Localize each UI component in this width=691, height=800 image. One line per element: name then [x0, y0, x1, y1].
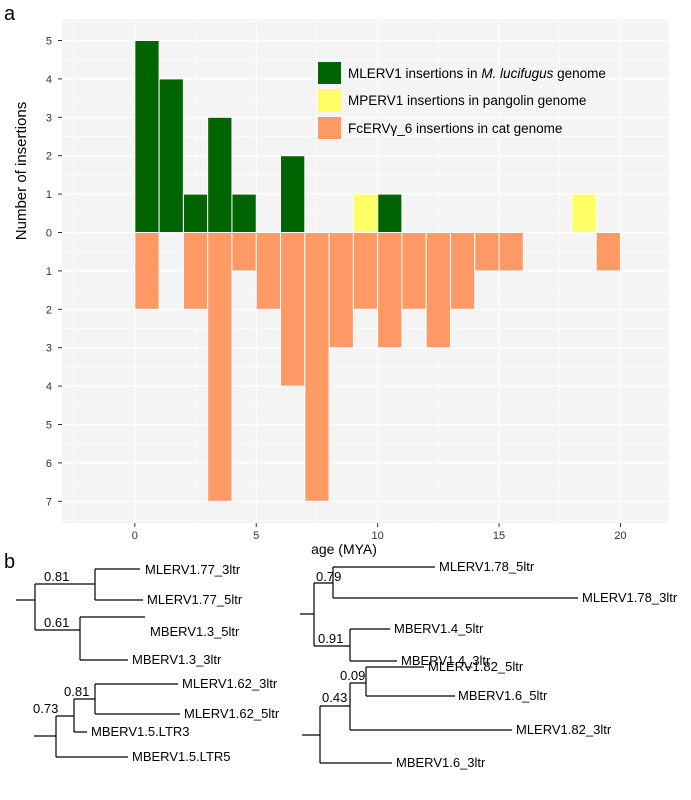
y-tick-label: 1 [46, 266, 52, 278]
tree-2-leaf-2: MLERV1.78_3ltr [582, 590, 678, 605]
y-tick-label: 0 [46, 228, 52, 240]
tree-1-leaf-4: MBERV1.3_3ltr [132, 652, 222, 667]
tree-4-leaf-3: MLERV1.82_3ltr [516, 722, 612, 737]
legend-key-fcerv [318, 117, 341, 139]
tree-2-support-2: 0.91 [318, 631, 343, 646]
tree-1-leaf-1: MLERV1.77_3ltr [145, 562, 241, 577]
tree-1 [16, 568, 145, 661]
y-tick-label: 3 [46, 112, 52, 124]
bar-fcerv [595, 232, 621, 272]
tree-3-leaf-3: MBERV1.5.LTR3 [91, 724, 190, 739]
y-tick-label: 1 [46, 189, 52, 201]
panel-label-a: a [4, 3, 16, 25]
x-axis-label: age (MYA) [311, 541, 377, 557]
panel-label-b: b [4, 551, 15, 573]
tree-4-support-1: 0.09 [340, 668, 365, 683]
y-tick-label: 5 [46, 420, 52, 432]
y-tick-label: 4 [46, 381, 52, 393]
tree-3-leaf-4: MBERV1.5.LTR5 [132, 749, 231, 764]
tree-2-leaf-4: MBERV1.4_3ltr [401, 653, 491, 668]
bar-mlerv1 [231, 193, 257, 234]
tree-2-support-1: 0.79 [316, 569, 341, 584]
legend-key-mperv1 [318, 89, 341, 111]
tree-3-leaf-2: MLERV1.62_5ltr [184, 706, 280, 721]
y-tick-label: 3 [46, 343, 52, 355]
tree-3 [34, 683, 180, 758]
bar-mlerv1 [377, 193, 403, 234]
y-axis-label: Number of insertions [13, 102, 30, 240]
x-tick-label: 5 [253, 530, 259, 542]
bar-fcerv [207, 232, 233, 502]
tree-4-branches [302, 666, 512, 764]
bars [134, 40, 621, 502]
tree-3-leaf-1: MLERV1.62_3ltr [182, 676, 278, 691]
legend-label-fcerv: FcERVγ_6 insertions in cat genome [348, 121, 562, 136]
tree-1-leaf-2: MLERV1.77_5ltr [147, 592, 243, 607]
bar-fcerv [134, 232, 160, 310]
x-tick-label: 15 [493, 530, 505, 542]
x-tick-label: 10 [372, 530, 384, 542]
bar-fcerv [328, 232, 354, 349]
bar-mperv1 [352, 193, 379, 234]
bar-fcerv [304, 232, 330, 502]
y-tick-label: 5 [46, 36, 52, 48]
x-axis-ticks: 0 5 10 15 20 [132, 523, 627, 542]
x-tick-label: 0 [132, 530, 138, 542]
tree-1-leaf-3: MBERV1.3_5ltr [150, 624, 240, 639]
tree-4-leaf-1: MLERV1.82_5ltr [428, 659, 524, 674]
legend-label-mperv1: MPERV1 insertions in pangolin genome [348, 93, 586, 108]
tree-4 [302, 666, 512, 764]
bar-fcerv [449, 232, 476, 310]
bar-fcerv [425, 232, 451, 349]
tree-1-branches [16, 568, 145, 661]
bar-fcerv [377, 232, 403, 349]
tree-4-support-2: 0.43 [322, 690, 347, 705]
y-tick-label: 2 [46, 304, 52, 316]
tree-2-leaf-1: MLERV1.78_5ltr [439, 559, 535, 574]
bar-fcerv [352, 232, 379, 310]
y-tick-label: 7 [46, 496, 52, 508]
bar-fcerv [498, 232, 524, 272]
bar-mlerv1 [280, 155, 306, 233]
bar-mlerv1 [134, 40, 160, 233]
tree-2 [300, 566, 578, 662]
legend: MLERV1 insertions in M. lucifugus genome… [318, 62, 606, 139]
tree-3-branches [34, 683, 180, 758]
tree-1-support-2: 0.61 [44, 615, 69, 630]
bar-mlerv1 [158, 78, 184, 234]
bar-fcerv [231, 232, 257, 272]
tree-4-leaf-2: MBERV1.6_5ltr [458, 688, 548, 703]
y-tick-label: 6 [46, 458, 52, 470]
bar-fcerv [255, 232, 282, 310]
tree-2-leaf-3: MBERV1.4_5ltr [394, 621, 484, 636]
legend-key-mlerv1 [318, 62, 341, 84]
bar-fcerv [280, 232, 306, 387]
legend-label-mlerv1: MLERV1 insertions in M. lucifugus genome [348, 66, 606, 81]
bar-mlerv1 [182, 193, 209, 234]
bar-fcerv [474, 232, 500, 272]
bar-fcerv [401, 232, 427, 310]
tree-4-leaf-4: MBERV1.6_3ltr [396, 755, 486, 770]
bar-mlerv1 [207, 116, 233, 233]
tree-1-support-1: 0.81 [44, 569, 69, 584]
bar-mperv1 [571, 193, 597, 234]
y-axis-ticks: 0 1 2 3 4 5 1 2 3 4 5 6 7 [46, 36, 62, 508]
y-tick-label: 4 [46, 74, 52, 86]
tree-3-support-1: 0.81 [64, 684, 89, 699]
y-tick-label: 2 [46, 151, 52, 163]
bar-fcerv [182, 232, 209, 310]
tree-3-support-2: 0.73 [33, 701, 58, 716]
tree-2-branches [300, 566, 578, 662]
x-tick-label: 20 [614, 530, 626, 542]
